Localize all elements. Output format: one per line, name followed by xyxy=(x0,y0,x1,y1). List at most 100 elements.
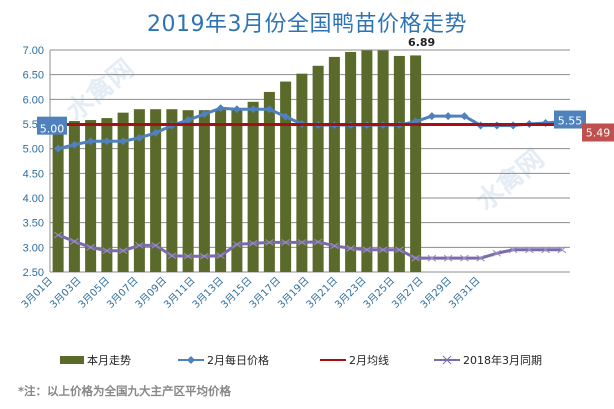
chart-title: 2019年3月份全国鸭苗价格走势 xyxy=(147,12,467,37)
bar xyxy=(280,81,292,272)
bar xyxy=(133,109,145,272)
bar xyxy=(231,109,243,272)
bar xyxy=(182,110,194,272)
legend-label: 2月每日价格 xyxy=(207,354,269,367)
point-feb-daily xyxy=(249,105,258,114)
bar-data-label: 6.89 xyxy=(408,36,435,49)
bar xyxy=(52,124,64,272)
bar xyxy=(345,51,357,273)
point-2018 xyxy=(411,254,420,262)
point-2018 xyxy=(346,244,355,252)
bar xyxy=(85,120,97,272)
avg-data-label: 5.49 xyxy=(586,126,611,139)
point-2018 xyxy=(167,252,177,260)
point-2018 xyxy=(151,241,160,249)
legend-item-feb-avg: 2月均线 xyxy=(320,352,389,368)
point-feb-daily xyxy=(216,104,225,113)
bar xyxy=(101,118,113,272)
point-2018 xyxy=(248,239,258,247)
bar xyxy=(393,55,405,272)
point-2018 xyxy=(281,239,290,246)
bar xyxy=(328,56,340,273)
point-2018 xyxy=(118,247,128,255)
y-tick-label: 4.00 xyxy=(23,193,44,205)
legend-item-bar: 本月走势 xyxy=(60,352,131,368)
legend-item-feb-daily: 2月每日价格 xyxy=(178,352,269,368)
line-2018 xyxy=(57,233,562,260)
point-feb-daily xyxy=(200,110,209,119)
bar xyxy=(296,73,308,273)
first-label-bg xyxy=(37,116,67,135)
point-feb-daily xyxy=(232,105,241,114)
point-2018 xyxy=(232,240,242,248)
legend-label: 本月走势 xyxy=(87,354,131,367)
point-feb-daily xyxy=(86,137,95,146)
legend-line-icon xyxy=(320,359,346,361)
point-feb-daily xyxy=(265,105,274,114)
bar xyxy=(198,110,210,272)
bar xyxy=(215,109,227,272)
point-2018 xyxy=(102,247,112,255)
bar xyxy=(166,109,178,272)
point-feb-daily xyxy=(119,137,128,146)
y-tick-label: 4.50 xyxy=(23,168,44,180)
point-2018 xyxy=(297,239,307,246)
y-tick-label: 6.50 xyxy=(23,70,44,82)
point-feb-daily xyxy=(444,112,453,121)
bar xyxy=(312,65,324,272)
y-tick-label: 7.00 xyxy=(23,45,44,57)
point-2018 xyxy=(378,246,388,254)
point-2018 xyxy=(443,254,453,262)
point-2018 xyxy=(135,241,144,249)
legend-label: 2018年3月同期 xyxy=(463,354,542,367)
last-data-label: 5.55 xyxy=(558,115,583,128)
legend-cross-line-icon xyxy=(434,355,460,365)
point-feb-daily xyxy=(54,144,63,153)
point-2018 xyxy=(330,242,339,250)
bar xyxy=(247,101,259,272)
legend-label: 2月均线 xyxy=(349,354,389,367)
point-2018 xyxy=(53,231,63,239)
point-2018 xyxy=(508,246,518,254)
point-2018 xyxy=(395,246,404,254)
point-2018 xyxy=(313,238,323,246)
point-2018 xyxy=(216,252,225,260)
point-2018 xyxy=(541,246,550,254)
point-feb-daily xyxy=(102,137,111,146)
bar xyxy=(68,121,80,272)
y-tick-label: 5.00 xyxy=(23,144,44,156)
first-data-label: 5.00 xyxy=(40,123,65,136)
point-2018 xyxy=(492,249,502,257)
point-2018 xyxy=(460,254,469,262)
bar xyxy=(263,91,275,272)
bar xyxy=(150,109,162,272)
point-2018 xyxy=(557,246,567,254)
legend-bar-swatch xyxy=(60,356,84,364)
y-tick-label: 2.50 xyxy=(23,267,44,279)
x-tick-label: 3月31日 xyxy=(446,275,482,311)
point-feb-daily xyxy=(70,140,79,149)
point-2018 xyxy=(183,252,193,260)
point-2018 xyxy=(70,238,79,245)
y-tick-label: 6.00 xyxy=(23,94,44,106)
point-2018 xyxy=(427,254,437,262)
point-feb-daily xyxy=(184,116,193,125)
point-2018 xyxy=(476,254,485,262)
y-tick-label: 3.00 xyxy=(23,242,44,254)
footnote: *注：以上价格为全国九大主产区平均价格 xyxy=(18,384,232,398)
legend-diamond-line-icon xyxy=(178,356,204,364)
point-feb-daily xyxy=(281,112,290,121)
last-label-bg xyxy=(554,110,586,129)
legend-item-2018: 2018年3月同期 xyxy=(434,352,542,368)
point-feb-daily xyxy=(151,128,160,137)
point-2018 xyxy=(86,243,95,251)
bar xyxy=(410,55,422,272)
bar xyxy=(377,50,389,272)
point-2018 xyxy=(525,246,534,254)
point-feb-daily xyxy=(460,112,469,121)
y-tick-label: 3.50 xyxy=(23,218,44,230)
avg-label-bg xyxy=(582,123,614,142)
point-2018 xyxy=(200,252,209,260)
point-2018 xyxy=(362,246,372,254)
line-feb-daily xyxy=(57,106,563,151)
